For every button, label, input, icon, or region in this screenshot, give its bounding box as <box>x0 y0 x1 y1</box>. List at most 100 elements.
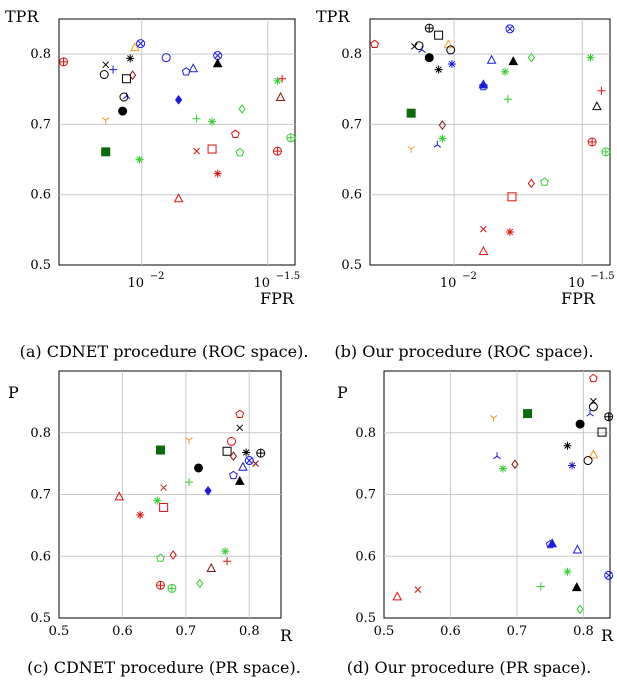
data-point <box>587 137 597 147</box>
data-point <box>536 582 545 591</box>
data-point <box>155 445 165 455</box>
data-point <box>153 496 162 505</box>
data-point <box>576 604 584 615</box>
x-tick-exponent: −1.5 <box>590 271 614 282</box>
ticks-a: 0.5 0.6 0.7 0.8 10 −2 10 −1.5 <box>30 47 300 291</box>
data-point <box>212 58 223 68</box>
caption-a: (a) CDNET procedure (ROC space). <box>20 342 309 361</box>
x-tick-label: 0.5 <box>374 624 395 639</box>
caption-b: (b) Our procedure (ROC space). <box>334 342 593 361</box>
y-tick-label: 0.6 <box>30 549 51 564</box>
x-tick-label: 10 <box>568 276 585 291</box>
grid-a <box>59 19 295 265</box>
data-point <box>161 53 171 63</box>
x-axis-label-a: FPR <box>260 289 295 308</box>
y-tick-label: 0.6 <box>341 188 362 203</box>
data-point <box>507 192 517 202</box>
data-point <box>588 402 598 412</box>
data-point <box>447 59 456 68</box>
data-point <box>213 169 222 178</box>
caption-c: (c) CDNET procedure (PR space). <box>27 658 301 677</box>
data-point <box>99 70 109 80</box>
y-tick-label: 0.5 <box>355 611 376 626</box>
panel-a: 0.5 0.6 0.7 0.8 10 −2 10 −1.5 TPR FPR (a) CDNET… <box>5 7 308 361</box>
data-point <box>588 449 599 459</box>
x-tick-label: 0.7 <box>507 624 528 639</box>
data-point <box>545 539 555 549</box>
grid-c <box>59 371 281 618</box>
data-point <box>159 502 169 512</box>
data-point <box>238 104 246 114</box>
data-point <box>227 436 237 446</box>
plot-area-a <box>58 18 296 266</box>
data-point <box>256 448 266 458</box>
data-point <box>272 146 282 156</box>
data-point <box>193 147 200 155</box>
data-point <box>235 147 245 157</box>
data-point <box>493 452 501 460</box>
data-point <box>479 81 488 91</box>
data-point <box>508 56 519 66</box>
data-point <box>407 146 415 154</box>
data-point <box>433 140 442 148</box>
data-point <box>188 63 199 73</box>
y-tick-label: 0.7 <box>355 488 376 503</box>
data-point <box>438 120 447 130</box>
data-point <box>586 409 594 417</box>
marks-b <box>370 23 611 255</box>
y-axis-label-d: P <box>337 383 348 402</box>
panel-c: 0.5 0.6 0.7 0.8 0.5 0.6 0.7 0.8 P R (c) CDNET p… <box>8 370 301 677</box>
data-point <box>438 134 447 143</box>
data-point <box>489 415 498 422</box>
data-point <box>242 448 251 457</box>
data-point <box>234 475 245 485</box>
plot-area-b <box>369 18 611 266</box>
marks-d <box>392 373 614 615</box>
x-tick-label: 0.8 <box>239 624 260 639</box>
data-point <box>252 460 259 467</box>
data-point <box>121 74 131 84</box>
data-point <box>169 550 177 560</box>
x-tick-exponent: −1.5 <box>276 271 300 282</box>
caption-d: (d) Our procedure (PR space). <box>347 658 592 677</box>
data-point <box>501 67 510 76</box>
data-point <box>156 553 165 562</box>
y-tick-label: 0.6 <box>30 188 51 203</box>
ticks-d: 0.5 0.6 0.7 0.8 0.5 0.6 0.7 0.8 <box>355 426 593 639</box>
data-point <box>238 461 248 471</box>
data-point <box>563 441 572 450</box>
data-point <box>586 53 595 62</box>
data-point <box>275 91 286 102</box>
y-axis-label-b: TPR <box>316 7 350 26</box>
data-point <box>185 478 194 487</box>
data-point <box>597 86 606 95</box>
data-point <box>185 437 193 445</box>
x-axis-label-d: R <box>601 626 614 645</box>
data-point <box>568 461 577 470</box>
data-point <box>511 459 519 470</box>
data-point <box>136 39 146 49</box>
data-point <box>572 544 583 554</box>
y-tick-label: 0.8 <box>355 426 376 441</box>
data-point <box>126 54 135 63</box>
data-point <box>173 193 184 203</box>
x-tick-label: 0.6 <box>112 624 133 639</box>
y-tick-label: 0.5 <box>30 611 51 626</box>
data-point <box>204 485 212 496</box>
data-point <box>221 547 230 556</box>
data-point <box>286 133 296 143</box>
x-tick-label: 0.7 <box>176 624 197 639</box>
data-point <box>236 424 244 432</box>
grid-d <box>384 371 610 618</box>
data-point <box>206 562 217 572</box>
y-tick-label: 0.6 <box>355 549 376 564</box>
y-tick-label: 0.7 <box>30 488 51 503</box>
data-point <box>414 41 424 51</box>
data-point <box>174 94 183 105</box>
panel-b: 0.5 0.6 0.7 0.8 10 −2 10 −1.5 TPR FPR (b) Our p… <box>316 7 615 361</box>
data-point <box>229 470 238 480</box>
x-tick-label: 10 <box>440 276 457 291</box>
grid-b <box>370 19 610 265</box>
data-point <box>128 70 137 81</box>
